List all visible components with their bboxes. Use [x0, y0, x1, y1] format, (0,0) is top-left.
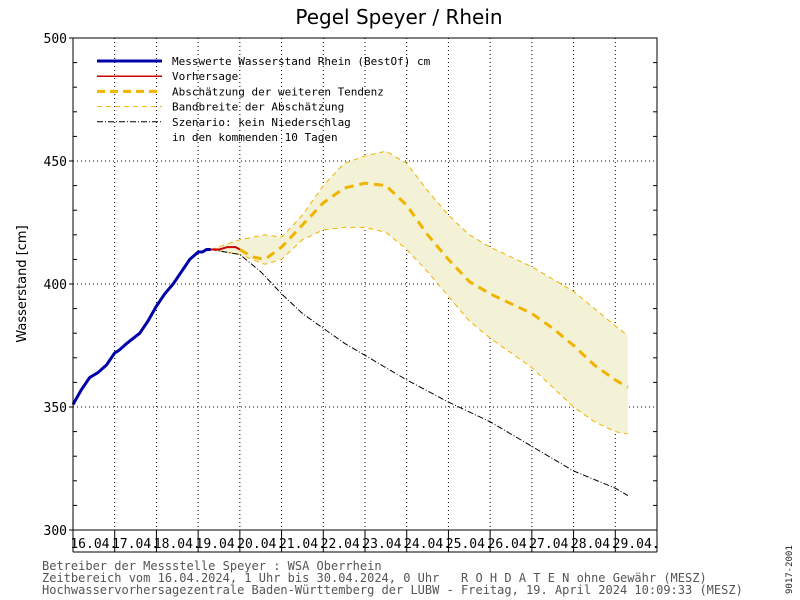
side-code: 9017-2001 — [785, 545, 795, 594]
y-axis-label: Wasserstand [cm] — [15, 225, 30, 342]
y-tick-label: 300 — [44, 524, 67, 539]
x-tick-label: 20.04. — [237, 537, 284, 552]
x-tick-label: 19.04. — [196, 537, 243, 552]
y-tick-label: 450 — [44, 155, 67, 170]
grid — [73, 38, 657, 530]
x-tick-label: 29.04. — [613, 537, 660, 552]
x-tick-label: 28.04. — [571, 537, 618, 552]
legend-label: Messwerte Wasserstand Rhein (BestOf) cm — [172, 55, 431, 68]
series-measured — [71, 248, 211, 406]
footer-timerange: Zeitbereich vom 16.04.2024, 1 Uhr bis 30… — [42, 571, 707, 585]
legend-label: in den kommenden 10 Tagen — [172, 131, 338, 144]
series-lines — [71, 150, 629, 496]
series-band-upper — [210, 150, 629, 337]
uncertainty-band — [210, 151, 628, 435]
legend: Messwerte Wasserstand Rhein (BestOf) cm V… — [97, 55, 431, 144]
footer-lubw: Hochwasservorhersagezentrale Baden-Württ… — [42, 583, 743, 597]
series-tendency — [239, 181, 629, 389]
x-tick-label: 17.04. — [112, 537, 159, 552]
legend-label: Abschätzung der weiteren Tendenz — [172, 85, 384, 98]
y-tick-label: 350 — [44, 401, 67, 416]
x-tick-label: 27.04. — [529, 537, 576, 552]
x-tick-label: 26.04. — [488, 537, 535, 552]
x-tick-label: 21.04. — [279, 537, 326, 552]
legend-label: Vorhersage — [172, 70, 238, 83]
series-band-lower — [210, 226, 628, 435]
x-tick-label: 23.04. — [362, 537, 409, 552]
band-fill — [210, 151, 628, 435]
x-tick-label: 25.04. — [446, 537, 493, 552]
y-tick-label: 500 — [44, 32, 67, 47]
series-no-rain-scenario — [210, 249, 629, 496]
y-tick-label: 400 — [44, 278, 67, 293]
x-tick-label: 18.04. — [154, 537, 201, 552]
legend-label: Szenario: kein Niederschlag — [172, 116, 351, 129]
axes: 30035040045050016.04.17.04.18.04.19.04.2… — [44, 32, 660, 553]
footer-operator: Betreiber der Messstelle Speyer : WSA Ob… — [42, 559, 382, 573]
x-tick-label: 22.04. — [321, 537, 368, 552]
legend-label: Bandbreite der Abschätzung — [172, 101, 344, 114]
chart-title: Pegel Speyer / Rhein — [295, 5, 502, 29]
x-tick-label: 24.04. — [404, 537, 451, 552]
series-forecast — [210, 246, 241, 251]
x-tick-label: 16.04. — [70, 537, 117, 552]
